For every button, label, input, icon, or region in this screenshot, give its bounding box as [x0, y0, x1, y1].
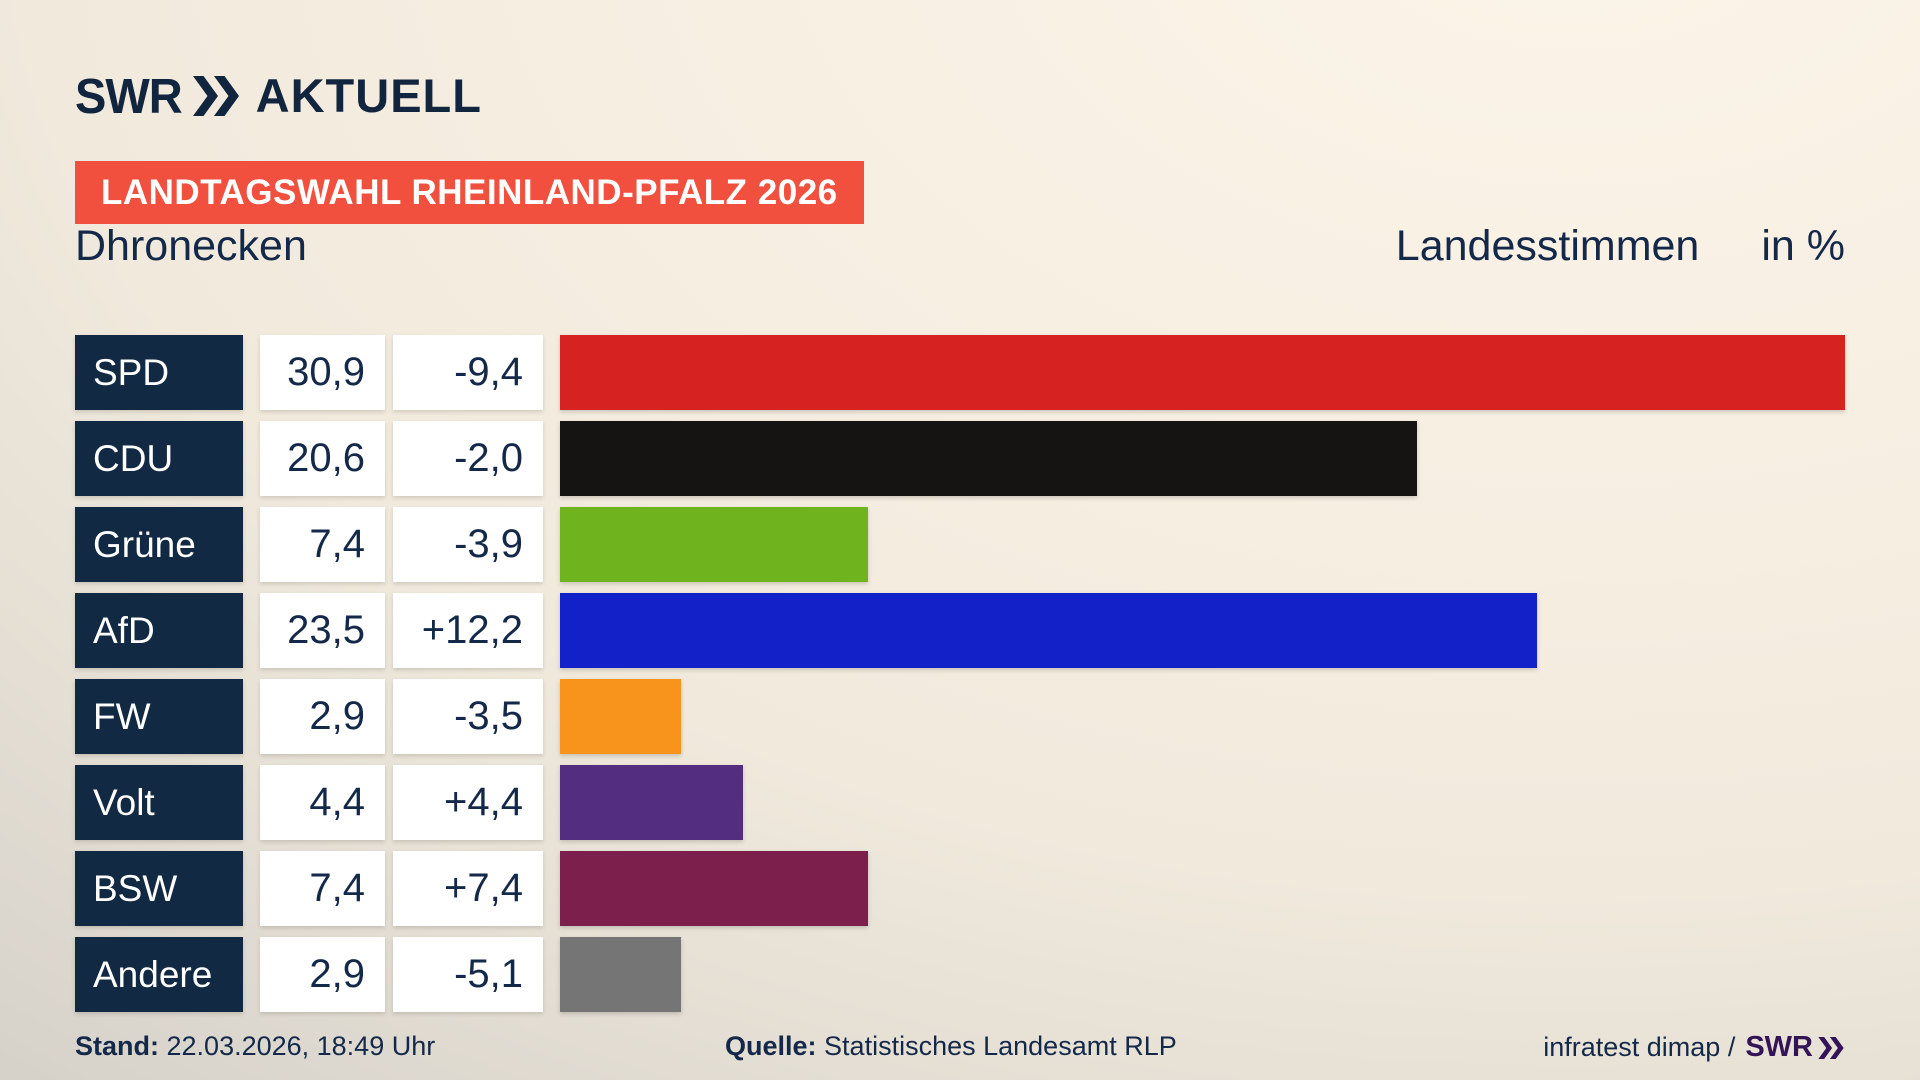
measure-wrap: Landesstimmen in %: [1396, 222, 1845, 271]
party-change: -3,5: [393, 679, 543, 754]
bar-zone: [560, 335, 1845, 410]
bar-zone: [560, 507, 1845, 582]
party-label: Grüne: [75, 507, 243, 582]
credit-text: infratest dimap /: [1543, 1032, 1736, 1062]
swr-double-chevron-icon: [190, 75, 242, 116]
party-row-bsw: BSW 7,4 +7,4: [75, 851, 1845, 926]
stand-label: Stand:: [75, 1031, 159, 1061]
credit-swr-brand: SWR: [1745, 1031, 1845, 1064]
result-bar: [560, 851, 868, 926]
party-row-grne: Grüne 7,4 -3,9: [75, 507, 1845, 582]
bar-zone: [560, 593, 1845, 668]
party-change: +4,4: [393, 765, 543, 840]
result-bar: [560, 593, 1538, 668]
party-change: -3,9: [393, 507, 543, 582]
aktuell-logo-text: AKTUELL: [255, 69, 482, 122]
party-row-afd: AfD 23,5 +12,2: [75, 593, 1845, 668]
swr-logo-text: SWR: [75, 67, 183, 124]
unit-label: in %: [1761, 222, 1845, 270]
party-value: 4,4: [260, 765, 385, 840]
party-value: 2,9: [260, 679, 385, 754]
party-change: -2,0: [393, 421, 543, 496]
result-bar: [560, 421, 1417, 496]
party-value: 7,4: [260, 507, 385, 582]
party-row-cdu: CDU 20,6 -2,0: [75, 421, 1845, 496]
party-label: CDU: [75, 421, 243, 496]
party-value: 20,6: [260, 421, 385, 496]
party-change: +12,2: [393, 593, 543, 668]
party-value: 2,9: [260, 937, 385, 1012]
party-label: Andere: [75, 937, 243, 1012]
party-label: AfD: [75, 593, 243, 668]
result-bar: [560, 937, 681, 1012]
party-row-spd: SPD 30,9 -9,4: [75, 335, 1845, 410]
party-label: SPD: [75, 335, 243, 410]
bar-zone: [560, 421, 1845, 496]
party-value: 23,5: [260, 593, 385, 668]
source-value: Statistisches Landesamt RLP: [824, 1031, 1177, 1061]
bar-zone: [560, 765, 1845, 840]
party-label: BSW: [75, 851, 243, 926]
source-info: Quelle: Statistisches Landesamt RLP: [725, 1031, 1177, 1062]
result-rows: SPD 30,9 -9,4 CDU 20,6 -2,0 Grüne 7,4 -3,9 AfD 23,…: [75, 335, 1845, 1012]
party-row-fw: FW 2,9 -3,5: [75, 679, 1845, 754]
credit-info: infratest dimap / SWR: [1543, 1031, 1845, 1064]
election-banner: LANDTAGSWAHL RHEINLAND-PFALZ 2026: [75, 161, 864, 224]
result-bar: [560, 679, 681, 754]
party-value: 30,9: [260, 335, 385, 410]
party-value: 7,4: [260, 851, 385, 926]
party-label: FW: [75, 679, 243, 754]
title-bar: Dhronecken Landesstimmen in %: [75, 222, 1845, 271]
bar-zone: [560, 851, 1845, 926]
party-row-andere: Andere 2,9 -5,1: [75, 937, 1845, 1012]
bar-zone: [560, 679, 1845, 754]
party-row-volt: Volt 4,4 +4,4: [75, 765, 1845, 840]
credit-swr-chevron-icon: [1817, 1036, 1845, 1059]
result-bar: [560, 765, 743, 840]
swr-aktuell-logo: SWR AKTUELL: [75, 67, 482, 124]
party-change: -5,1: [393, 937, 543, 1012]
party-label: Volt: [75, 765, 243, 840]
municipality-title: Dhronecken: [75, 222, 307, 270]
result-bar: [560, 335, 1845, 410]
result-bar: [560, 507, 868, 582]
party-change: +7,4: [393, 851, 543, 926]
stand-info: Stand: 22.03.2026, 18:49 Uhr: [75, 1031, 435, 1062]
credit-swr-text: SWR: [1745, 1031, 1813, 1063]
measure-label: Landesstimmen: [1395, 222, 1700, 270]
bar-zone: [560, 937, 1845, 1012]
party-change: -9,4: [393, 335, 543, 410]
source-label: Quelle:: [725, 1031, 817, 1061]
stand-value: 22.03.2026, 18:49 Uhr: [166, 1031, 436, 1061]
